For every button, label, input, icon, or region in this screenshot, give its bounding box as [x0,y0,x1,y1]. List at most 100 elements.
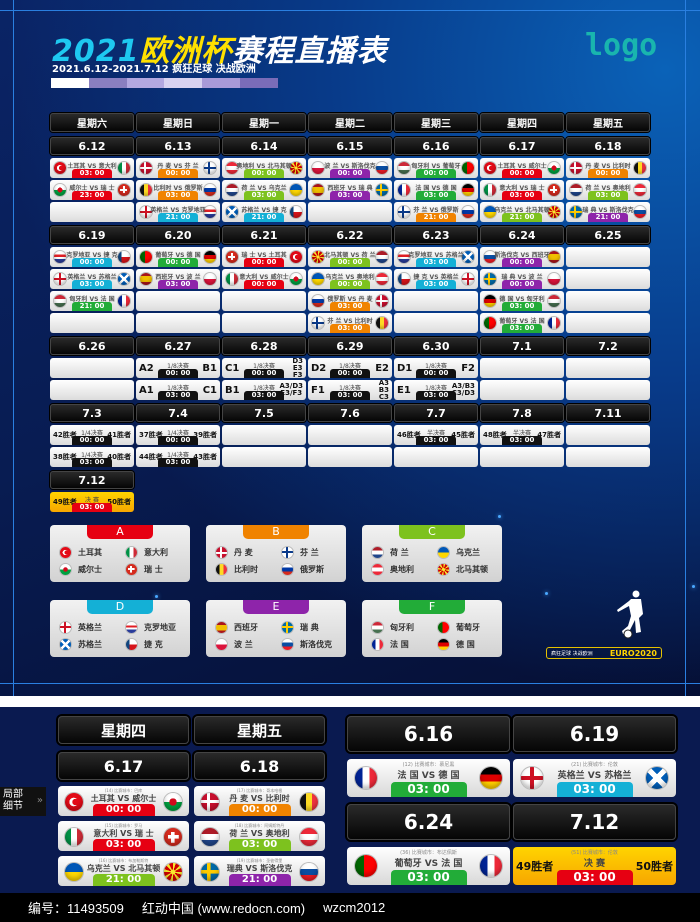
group-b: B 丹 麦 芬 兰比利时 俄罗斯 [206,525,346,582]
match-card[interactable]: 比利时 VS 俄罗斯 03: 00 [136,180,220,200]
match-card[interactable]: 斯洛伐克 VS 西班牙 00: 00 [480,247,564,267]
flag-icon-pt [462,162,474,174]
match-card[interactable]: 芬 兰 VS 俄罗斯 21: 00 [394,202,478,222]
team-name: 克罗地亚 [144,623,176,632]
match-card[interactable]: 克罗地亚 VS 捷 克 00: 00 [50,247,134,267]
team-name: 斯洛伐克 [300,640,332,649]
match-card[interactable]: A1 C1 1/8决赛 03: 00 [136,380,220,400]
match-teams: 苏格兰 VS 捷 克 [241,207,287,214]
match-card[interactable]: 瑞 典 VS 斯洛伐克 21: 00 [566,202,650,222]
match-card[interactable]: 匈牙利 VS 葡萄牙 00: 00 [394,158,478,178]
match-card[interactable]: 意大利 VS 瑞 士 03: 00 [480,180,564,200]
match-card[interactable]: (12) 比赛城市：慕尼黑法 国 VS 德 国 03: 00 [347,759,510,797]
match-card[interactable]: F1 A3 B3 C3 1/8决赛 03: 00 [308,380,392,400]
match-card[interactable]: 荷 兰 VS 奥地利 03: 00 [566,180,650,200]
match-card[interactable]: 46胜者 45胜者 半决赛 03: 00 [394,425,478,445]
match-card[interactable]: 意大利 VS 威尔士 00: 00 [222,269,306,289]
match-card[interactable]: 威尔士 VS 瑞 士 23: 00 [50,180,134,200]
match-stage: 1/8决赛 [253,385,275,392]
footer-site: 红动中国 (www.redocn.com) [141,901,306,916]
match-card[interactable]: 49胜者 50胜者 决 赛 03: 00 [50,492,134,512]
kickoff-time: 00: 00 [502,258,542,267]
away-slot: 39胜者 [193,430,217,439]
match-card[interactable]: (21) 比赛城市：伦敦 英格兰 VS 苏格兰 03: 00 [513,759,676,797]
team-name: 比利时 [234,565,258,574]
match-card[interactable]: 西班牙 VS 波 兰 03: 00 [136,269,220,289]
match-stage: 决 赛 [583,859,606,869]
match-card[interactable]: 法 国 VS 德 国 03: 00 [394,180,478,200]
match-card[interactable]: A2 B1 1/8决赛 00: 00 [136,358,220,378]
match-card[interactable]: 38胜者 40胜者 1/4决赛 03: 00 [50,447,134,467]
footer-id: 编号：11493509 [28,901,124,916]
team-name: 法 国 [390,640,409,649]
match-card[interactable]: D2 E2 1/8决赛 00: 00 [308,358,392,378]
match-card[interactable]: 匈牙利 VS 法 国 21: 00 [50,291,134,311]
match-card[interactable]: 丹 麦 VS 芬 兰 00: 00 [136,158,220,178]
kickoff-time: 00: 00 [228,804,291,816]
flag-icon-fi [398,206,410,218]
match-card[interactable]: 奥地利 VS 北马其顿 00: 00 [222,158,306,178]
match-card[interactable]: 乌克兰 VS 奥地利 00: 00 [308,269,392,289]
match-card[interactable]: 波 兰 VS 斯洛伐克 00: 00 [308,158,392,178]
match-card[interactable]: 42胜者 41胜者 1/4决赛 00: 00 [50,425,134,445]
match-card[interactable]: (36) 比赛城市：布达佩斯 葡萄牙 VS 法 国 03: 00 [347,847,510,885]
match-card[interactable]: 苏格兰 VS 捷 克 21: 00 [222,202,306,222]
match-card[interactable]: 37胜者 39胜者 1/4决赛 00: 00 [136,425,220,445]
team-name: 葡萄牙 [456,623,480,632]
away-slot: 41胜者 [107,430,131,439]
match-card[interactable]: 捷 克 VS 英格兰 03: 00 [394,269,478,289]
match-card[interactable]: (15) 比赛城市：罗马 意大利 VS 瑞 士 03: 00 [58,821,189,851]
match-card[interactable]: (16) 比赛城市：布加勒斯特 乌克兰 VS 北马其顿 21: 00 [58,856,189,886]
match-card[interactable]: D1 F2 1/8决赛 00: 00 [394,358,478,378]
match-card[interactable]: B1 A3/D3 E3/F3 1/8决赛 03: 00 [222,380,306,400]
match-card[interactable]: 克罗地亚 VS 苏格兰 03: 00 [394,247,478,267]
match-card[interactable]: 荷 兰 VS 乌克兰 03: 00 [222,180,306,200]
home-slot: D2 [311,362,327,374]
flag-icon-dk [201,793,219,811]
match-card[interactable]: 芬 兰 VS 比利时 03: 00 [308,313,392,333]
match-teams: 捷 克 VS 英格兰 [413,274,459,281]
match-card[interactable]: 德 国 VS 匈牙利 03: 00 [480,291,564,311]
match-card[interactable]: (19) 比赛城市：圣彼得堡 瑞典 VS 斯洛伐克 21: 00 [194,856,325,886]
kickoff-time: 00: 00 [158,258,198,267]
match-card[interactable]: 北马其顿 VS 荷 兰 00: 00 [308,247,392,267]
match-card[interactable]: 土耳其 VS 意大利 03: 00 [50,158,134,178]
empty-slot [136,313,220,333]
match-card[interactable]: 英格兰 VS 克罗地亚 21: 00 [136,202,220,222]
flag-icon-es [140,273,152,285]
match-card[interactable]: 44胜者 43胜者 1/4决赛 03: 00 [136,447,220,467]
match-card[interactable]: 瑞 士 VS 土耳其 00: 00 [222,247,306,267]
kickoff-time: 03: 00 [158,280,198,289]
flag-icon-sco [118,273,130,285]
kickoff-time: 00: 00 [72,258,112,267]
team-name: 苏格兰 [78,640,102,649]
flag-icon-sk [300,863,318,881]
match-card[interactable]: C1 D3 E3 F3 1/8决赛 00: 00 [222,358,306,378]
match-card[interactable]: (51) 比赛城市：伦敦 49胜者 50胜者 决 赛 03: 00 [513,847,676,885]
match-card[interactable]: (14) 比赛城市：巴库 土耳其 VS 威尔士 00: 00 [58,786,189,816]
match-stage: 1/8决赛 [339,363,361,370]
match-card[interactable]: (18) 比赛城市：阿姆斯特丹荷 兰 VS 奥地利 03: 00 [194,821,325,851]
match-card[interactable]: 48胜者 47胜者 半决赛 03: 00 [480,425,564,445]
match-card[interactable]: 土耳其 VS 威尔士 00: 00 [480,158,564,178]
match-card[interactable]: 西班牙 VS 瑞 典 03: 00 [308,180,392,200]
match-card[interactable]: E1 A3/B3 C3/D3 1/8决赛 03: 00 [394,380,478,400]
flag-icon-nl [201,828,219,846]
group-team: 比利时 [216,564,258,575]
match-card[interactable]: 英格兰 VS 苏格兰 03: 00 [50,269,134,289]
empty-slot [566,313,650,333]
match-teams: 丹 麦 VS 比利时 [229,794,290,803]
match-card[interactable]: 葡萄牙 VS 法 国 03: 00 [480,313,564,333]
kickoff-time: 03: 00 [556,782,633,797]
match-card[interactable]: (17) 比赛城市：哥本哈根丹 麦 VS 比利时 00: 00 [194,786,325,816]
match-card[interactable]: 丹 麦 VS 比利时 00: 00 [566,158,650,178]
date-header: 6.18 [566,137,650,155]
match-card[interactable]: 葡萄牙 VS 德 国 00: 00 [136,247,220,267]
detail-block: 7.12 (51) 比赛城市：伦敦 49胜者 50胜者 决 赛 03: 00 [513,804,676,891]
match-card[interactable]: 乌克兰 VS 北马其顿 21: 00 [480,202,564,222]
match-teams: 法 国 VS 德 国 [397,771,460,781]
kickoff-time: 03: 00 [416,280,456,289]
match-card[interactable]: 瑞 典 VS 波 兰 00: 00 [480,269,564,289]
flag-icon-mk [438,564,449,575]
match-card[interactable]: 俄罗斯 VS 丹 麦 03: 00 [308,291,392,311]
